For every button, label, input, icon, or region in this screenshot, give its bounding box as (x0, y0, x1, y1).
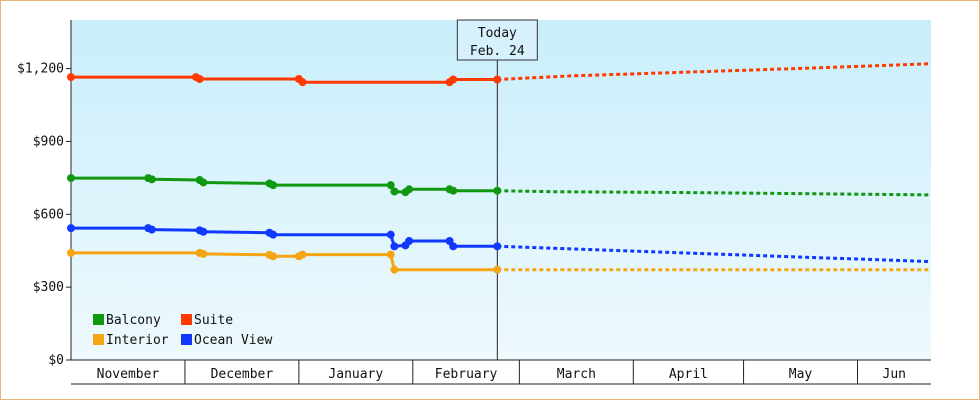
series-point-ocean-view (147, 225, 156, 234)
series-point-interior (67, 248, 75, 257)
series-ocean-view (67, 224, 932, 264)
series-point-ocean-view (493, 242, 502, 251)
series-point-interior (386, 250, 395, 259)
legend-item-suite: Suite (181, 313, 233, 328)
series-point-balcony (493, 186, 502, 195)
legend-swatch (181, 314, 192, 325)
series-forecast-balcony (497, 189, 932, 197)
series-point-balcony (147, 175, 156, 184)
series-point-balcony (199, 178, 208, 187)
series-point-ocean-view (386, 230, 395, 239)
series-point-ocean-view (199, 227, 208, 236)
series-point-interior (298, 250, 307, 259)
series-forecast-ocean-view (497, 244, 932, 264)
x-tick-label-november: November (97, 367, 160, 382)
series-point-ocean-view (67, 224, 75, 233)
legend-swatch (181, 334, 192, 345)
series-point-suite (493, 75, 502, 84)
series-layer (67, 62, 932, 274)
legend-item-balcony: Balcony (93, 313, 161, 328)
legend-item-ocean-view: Ocean View (181, 333, 272, 348)
x-tick-label-february: February (435, 367, 498, 382)
legend-label: Interior (106, 333, 169, 348)
y-tick-label: $600 (33, 207, 64, 222)
series-point-balcony (67, 174, 75, 183)
series-point-suite (449, 75, 458, 84)
legend-swatch (93, 314, 104, 325)
series-point-ocean-view (405, 237, 414, 245)
legend-item-interior: Interior (93, 333, 169, 348)
today-label: Today (478, 26, 517, 41)
legend-swatch (93, 334, 104, 345)
series-interior (67, 248, 931, 274)
series-point-balcony (390, 187, 399, 196)
x-axis: November December January February March Apri… (71, 359, 931, 385)
series-point-balcony (449, 186, 458, 195)
x-tick-label-april: April (669, 367, 708, 382)
x-tick-label-december: December (211, 367, 274, 382)
y-axis: $0 $300 $600 $900 $1,200 (17, 20, 72, 368)
series-point-ocean-view (449, 242, 458, 251)
y-tick-label: $1,200 (17, 62, 64, 77)
series-forecast-suite (497, 62, 932, 81)
x-tick-label-march: March (557, 367, 596, 382)
series-point-balcony (386, 181, 395, 190)
x-tick-label-jun: Jun (883, 367, 906, 382)
today-date: Feb. 24 (470, 44, 525, 59)
series-point-interior (199, 249, 208, 258)
y-tick-label: $0 (48, 353, 64, 368)
legend: Balcony Suite Interior Ocean View (93, 313, 272, 348)
today-marker: Today Feb. 24 (456, 19, 538, 360)
series-point-interior (269, 252, 278, 261)
x-tick-label-january: January (328, 367, 383, 382)
series-point-balcony (269, 181, 278, 190)
y-tick-label: $900 (33, 134, 64, 149)
series-point-ocean-view (269, 230, 278, 239)
legend-label: Balcony (106, 313, 161, 328)
y-tick-label: $300 (33, 280, 64, 295)
series-suite (67, 62, 932, 87)
series-point-suite (195, 75, 204, 84)
series-point-ocean-view (390, 242, 399, 251)
series-line-ocean-view (71, 226, 498, 248)
series-line-balcony (71, 176, 498, 194)
legend-label: Suite (194, 313, 233, 328)
legend-label: Ocean View (194, 333, 272, 348)
series-point-balcony (405, 185, 414, 194)
series-point-suite (67, 73, 75, 82)
series-point-interior (493, 265, 502, 274)
x-tick-label-may: May (789, 367, 813, 382)
series-balcony (67, 174, 932, 197)
today-box (456, 19, 538, 61)
series-point-suite (298, 78, 307, 87)
series-point-interior (390, 265, 399, 274)
